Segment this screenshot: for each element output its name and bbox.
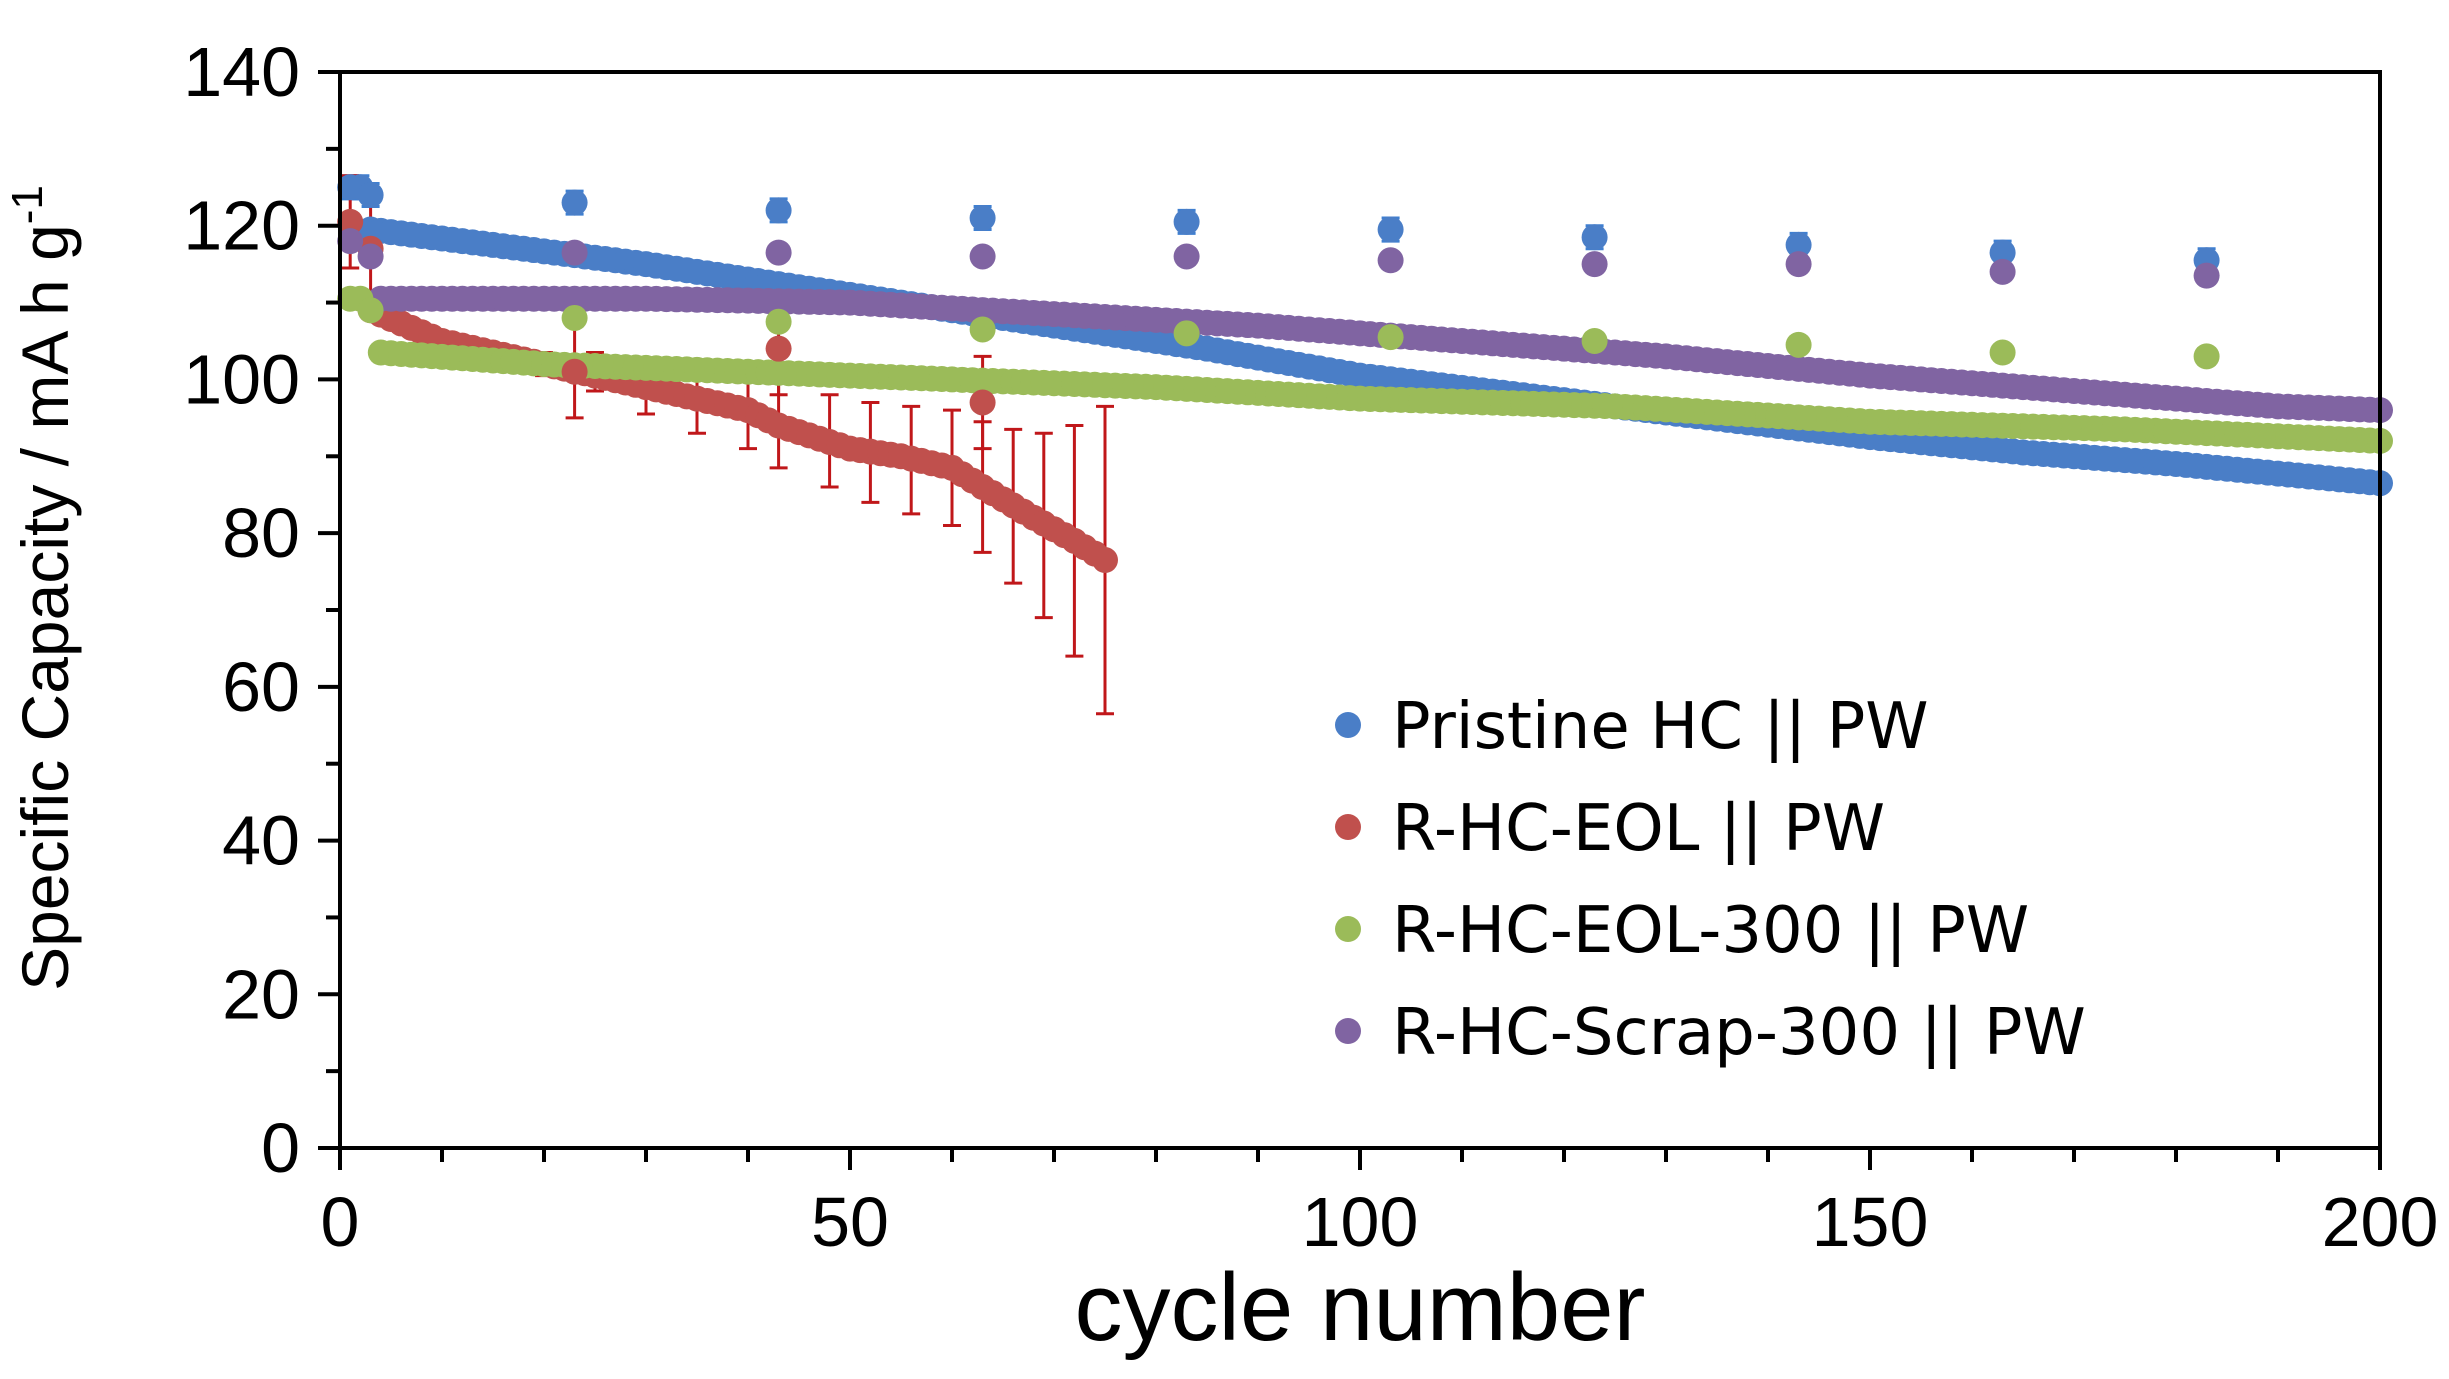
series-1-outlier-point	[357, 181, 384, 208]
x-tick-label: 200	[2322, 1183, 2439, 1261]
series-2-outlier-point	[765, 335, 792, 362]
series-4-outlier-point	[1377, 247, 1404, 274]
legend-item-4: R-HC-Scrap-300 || PW	[1335, 996, 2086, 1070]
x-tick-label: 100	[1302, 1183, 1419, 1261]
axes	[318, 70, 2382, 1170]
tick-labels: 0 50 100 150 200 0 20 40 60 80 100 120 140	[183, 33, 2438, 1261]
legend-marker	[1335, 1018, 1361, 1044]
outlier-points-layer	[337, 174, 2220, 416]
x-tick-label: 150	[1812, 1183, 1929, 1261]
series-4-outlier-point	[1785, 251, 1812, 278]
series-4-outlier-point	[765, 239, 792, 266]
trend-points-layer	[357, 216, 2393, 574]
series-2-point	[1092, 547, 1118, 574]
y-tick-label: 140	[183, 33, 300, 111]
series-3-outlier-point	[1785, 331, 1812, 358]
legend-item-1: Pristine HC || PW	[1335, 690, 1929, 764]
y-tick-label: 20	[222, 955, 300, 1033]
legend-marker	[1335, 916, 1361, 942]
series-4-outlier-point	[1989, 258, 2016, 285]
series-3-outlier-point	[1989, 339, 2016, 366]
series-3-outlier-point	[2193, 343, 2220, 370]
series-1-outlier-point	[1377, 216, 1404, 243]
series-4-outlier-point	[1581, 251, 1608, 278]
series-1-outlier-point	[969, 205, 996, 232]
series-4-outlier-point	[357, 243, 384, 270]
y-axis-title: Specific Capacity / mA h g-1	[3, 185, 82, 991]
series-1-outlier-point	[1989, 239, 2016, 266]
series-3-outlier-point	[357, 297, 384, 324]
legend-marker	[1335, 712, 1361, 738]
legend-label: R-HC-Scrap-300 || PW	[1392, 996, 2086, 1070]
series-1-outlier-point	[561, 189, 588, 216]
x-tick-label: 50	[811, 1183, 889, 1261]
series-2-outlier-point	[561, 358, 588, 385]
series-3-outlier-point	[969, 316, 996, 343]
plot-frame	[338, 70, 2382, 1150]
series-4-outlier-point	[561, 239, 588, 266]
y-axis-title-superscript: -1	[3, 185, 52, 224]
y-axis-title-text: Specific Capacity / mA h g	[8, 224, 82, 991]
series-1-outlier-point	[1785, 231, 1812, 258]
legend: Pristine HC || PW R-HC-EOL || PW R-HC-EOL-…	[1335, 690, 2086, 1070]
legend-item-3: R-HC-EOL-300 || PW	[1335, 894, 2029, 968]
y-tick-label: 120	[183, 187, 300, 265]
series-1-outlier-point	[765, 197, 792, 224]
y-tick-label: 100	[183, 340, 300, 418]
legend-label: Pristine HC || PW	[1392, 690, 1929, 764]
series-4-outlier-point	[2193, 262, 2220, 289]
series-3-outlier-point	[1581, 328, 1608, 354]
legend-label: R-HC-EOL || PW	[1392, 792, 1885, 866]
series-4-outlier-point	[1173, 243, 1200, 270]
series-3-outlier-point	[1173, 320, 1200, 347]
series-2-outlier-point	[337, 208, 364, 235]
x-axis-title: cycle number	[1075, 1254, 1646, 1361]
series-2-outlier-point	[969, 389, 996, 416]
series-4-outlier-point	[337, 228, 364, 255]
x-tick-label: 0	[321, 1183, 360, 1261]
legend-label: R-HC-EOL-300 || PW	[1392, 894, 2029, 968]
y-tick-label: 80	[222, 494, 300, 572]
series-1-outlier-point	[1581, 224, 1608, 251]
series-4-outlier-point	[969, 243, 996, 270]
series-3-outlier-point	[1377, 324, 1404, 351]
series-1-outlier-point	[1173, 208, 1200, 235]
legend-item-2: R-HC-EOL || PW	[1335, 792, 1885, 866]
y-tick-label: 40	[222, 802, 300, 880]
legend-marker	[1335, 814, 1361, 840]
series-3-outlier-point	[765, 308, 792, 335]
y-tick-label: 0	[261, 1109, 300, 1187]
y-tick-label: 60	[222, 648, 300, 726]
series-3-outlier-point	[561, 304, 588, 331]
